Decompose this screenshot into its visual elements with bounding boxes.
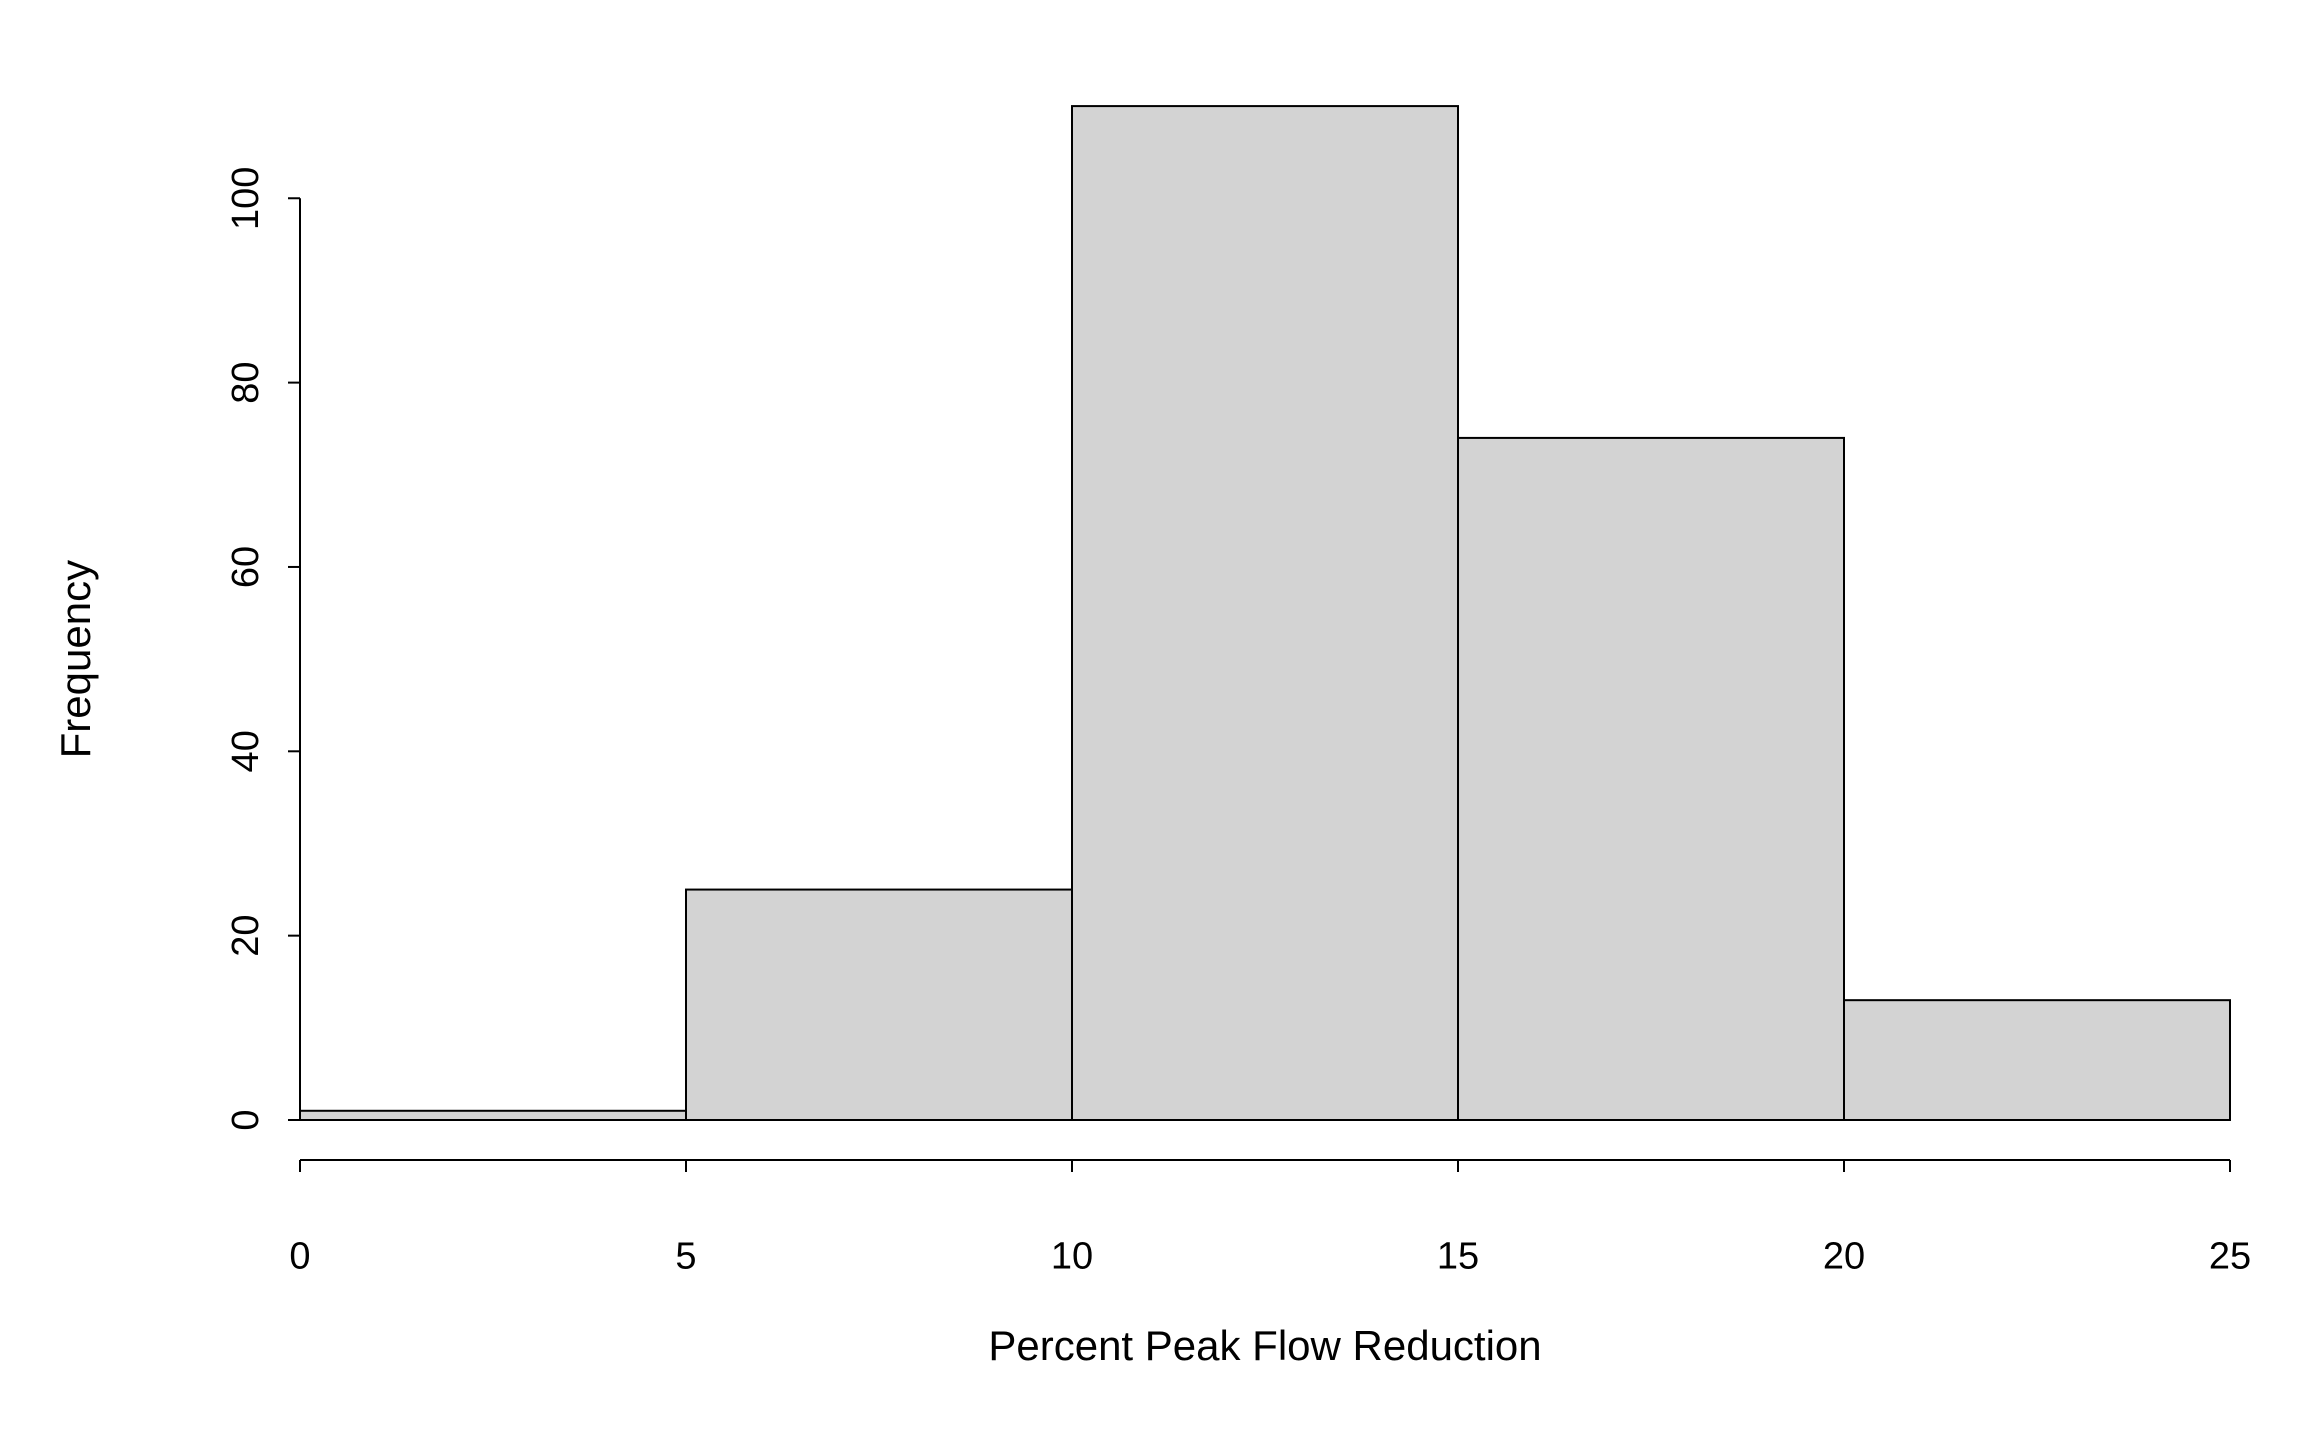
y-tick-label: 80 [225, 361, 267, 403]
x-tick-label: 0 [289, 1235, 310, 1277]
x-tick-label: 15 [1437, 1235, 1479, 1277]
x-axis-label: Percent Peak Flow Reduction [988, 1322, 1541, 1369]
x-tick-label: 20 [1823, 1235, 1865, 1277]
x-tick-label: 25 [2209, 1235, 2251, 1277]
y-tick-label: 0 [225, 1109, 267, 1130]
y-axis-label: Frequency [52, 560, 99, 758]
histogram-bar [300, 1111, 686, 1120]
histogram-bar [686, 890, 1072, 1120]
y-tick-label: 100 [225, 167, 267, 230]
histogram-chart: 0 20 40 60 80 100 0 5 10 15 20 25 Frequency Percent P… [0, 0, 2309, 1437]
histogram-bar [1458, 438, 1844, 1120]
y-tick-label: 20 [225, 915, 267, 957]
histogram-bar [1844, 1000, 2230, 1120]
y-tick-label: 60 [225, 546, 267, 588]
histogram-bar [1072, 106, 1458, 1120]
x-tick-label: 10 [1051, 1235, 1093, 1277]
y-tick-label: 40 [225, 730, 267, 772]
x-tick-label: 5 [675, 1235, 696, 1277]
